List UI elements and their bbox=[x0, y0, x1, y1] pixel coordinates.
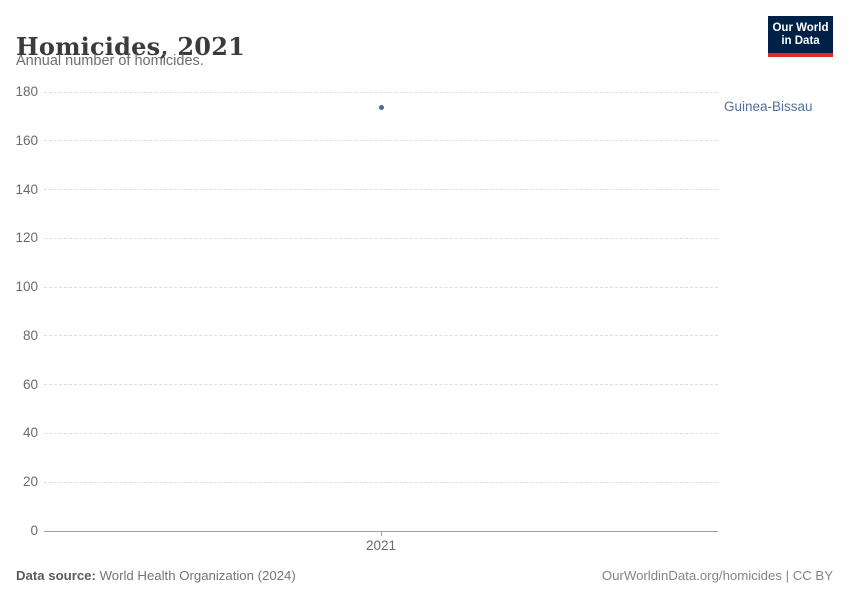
y-tick-label: 160 bbox=[15, 132, 38, 148]
y-tick-label: 180 bbox=[15, 84, 38, 99]
gridline bbox=[44, 384, 718, 386]
x-tick-mark bbox=[381, 531, 382, 536]
owid-logo-text: Our World in Data bbox=[768, 16, 833, 53]
y-tick-label: 100 bbox=[15, 279, 38, 295]
data-source-label: Data source: bbox=[16, 568, 96, 583]
entity-label-guinea-bissau[interactable]: Guinea-Bissau bbox=[724, 98, 813, 114]
credit-link[interactable]: OurWorldinData.org/homicides | CC BY bbox=[601, 568, 833, 583]
data-source-value: World Health Organization (2024) bbox=[99, 568, 296, 583]
gridline bbox=[44, 140, 718, 142]
data-point-guinea-bissau[interactable] bbox=[379, 104, 384, 110]
gridline bbox=[44, 335, 718, 337]
y-tick-label: 60 bbox=[22, 376, 38, 392]
gridline bbox=[44, 91, 718, 93]
gridline bbox=[44, 432, 718, 434]
y-tick-label: 40 bbox=[22, 425, 38, 441]
y-tick-label: 80 bbox=[22, 327, 38, 343]
owid-logo[interactable]: Our World in Data bbox=[768, 16, 833, 57]
chart-footer: Data source: World Health Organization (… bbox=[16, 568, 833, 583]
chart-subtitle: Annual number of homicides. bbox=[16, 53, 204, 69]
x-tick-label: 2021 bbox=[365, 538, 397, 553]
gridline bbox=[44, 286, 718, 288]
gridline bbox=[44, 189, 718, 191]
y-tick-label: 0 bbox=[30, 523, 38, 538]
y-tick-label: 140 bbox=[15, 181, 38, 197]
data-source-note: Data source: World Health Organization (… bbox=[16, 568, 296, 583]
y-tick-label: 120 bbox=[15, 230, 38, 246]
owid-logo-accent-bar bbox=[768, 53, 833, 57]
chart-title: Homicides, 2021 bbox=[16, 32, 245, 62]
y-tick-label: 20 bbox=[22, 474, 38, 490]
gridline bbox=[44, 481, 718, 483]
gridline bbox=[44, 237, 718, 239]
